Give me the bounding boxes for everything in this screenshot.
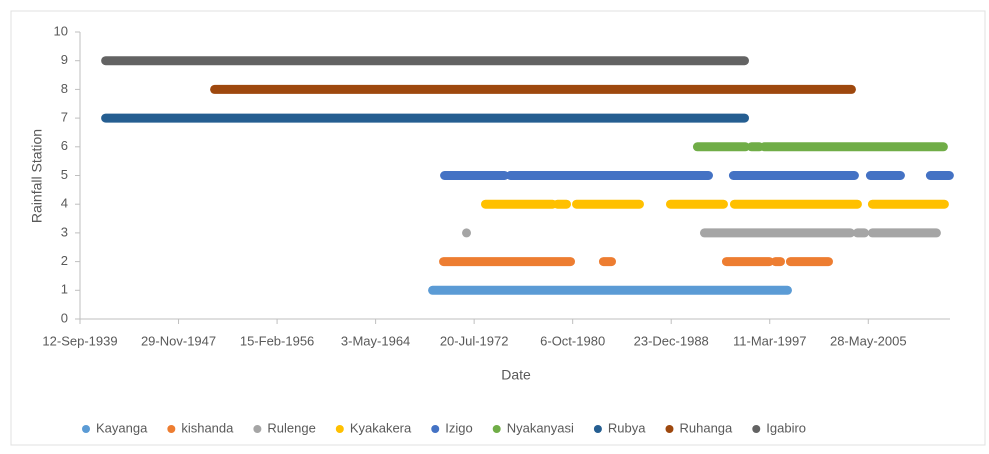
x-tick-label: 20-Jul-1972 [440,333,509,348]
x-tick-label: 28-May-2005 [830,333,907,348]
x-tick-label: 11-Mar-1997 [733,333,806,348]
legend-label: Kayanga [96,420,148,435]
legend-marker [492,425,501,433]
legend-label: Kyakakera [350,420,412,435]
legend-label: kishanda [181,420,234,435]
y-tick-label: 2 [61,253,68,268]
legend-marker [335,425,344,433]
legend-marker [253,425,262,433]
legend-label: Rubya [608,420,646,435]
x-tick-label: 15-Feb-1956 [240,333,314,348]
y-tick-label: 3 [61,224,68,239]
y-tick-label: 8 [61,81,68,96]
y-tick-label: 4 [61,196,68,211]
legend-marker [752,425,761,433]
x-tick-label: 29-Nov-1947 [141,333,216,348]
y-tick-label: 10 [54,23,68,38]
y-tick-label: 5 [61,167,68,182]
y-tick-label: 9 [61,52,68,67]
legend-label: Rulenge [267,420,315,435]
legend-marker [665,425,674,433]
x-tick-label: 3-May-1964 [341,333,410,348]
x-tick-label: 12-Sep-1939 [42,333,117,348]
legend-marker [82,425,90,433]
legend-marker [431,425,440,433]
legend-marker [167,425,176,433]
legend-label: Nyakanyasi [507,420,574,435]
x-tick-label: 23-Dec-1988 [634,333,709,348]
legend-label: Ruhanga [679,420,733,435]
chart-frame [10,10,986,446]
y-tick-label: 1 [61,282,68,297]
y-tick-label: 0 [61,310,68,325]
y-axis-title: Rainfall Station [29,129,45,223]
legend-marker [593,425,602,433]
x-axis-title: Date [501,367,531,383]
x-tick-label: 6-Oct-1980 [540,333,605,348]
y-tick-label: 6 [61,138,68,153]
y-tick-label: 7 [61,110,68,125]
legend-label: Izigo [445,420,472,435]
legend-label: Igabiro [766,420,806,435]
